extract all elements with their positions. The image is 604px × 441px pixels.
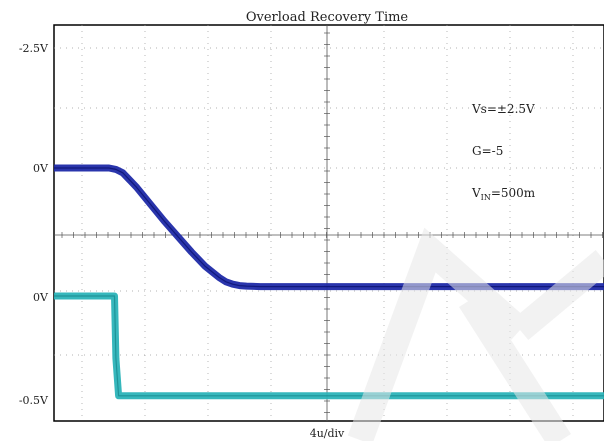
annotation-supply: Vs=±2.5V [471, 102, 535, 116]
xaxis-division-label: 4u/div [310, 427, 345, 440]
watermark-shape [347, 227, 604, 441]
trace-core-output [54, 167, 604, 288]
ylabel-top-output: -2.5V [19, 42, 49, 55]
annotation-gain: G=-5 [472, 144, 503, 158]
ylabel-zero-input: 0V [33, 291, 49, 304]
annotation-vin: VIN=500m [471, 186, 536, 202]
annotation-vin-sub: IN [481, 193, 491, 202]
chart-title: Overload Recovery Time [246, 10, 409, 25]
annotation-vin-prefix: V [471, 186, 481, 200]
ylabel-zero-output: 0V [33, 162, 49, 175]
annotation-vin-suffix: =500m [491, 186, 536, 200]
ylabel-bottom-input: -0.5V [19, 394, 49, 407]
trace-core-input [54, 295, 604, 397]
grid [54, 25, 604, 421]
traces [54, 164, 604, 441]
